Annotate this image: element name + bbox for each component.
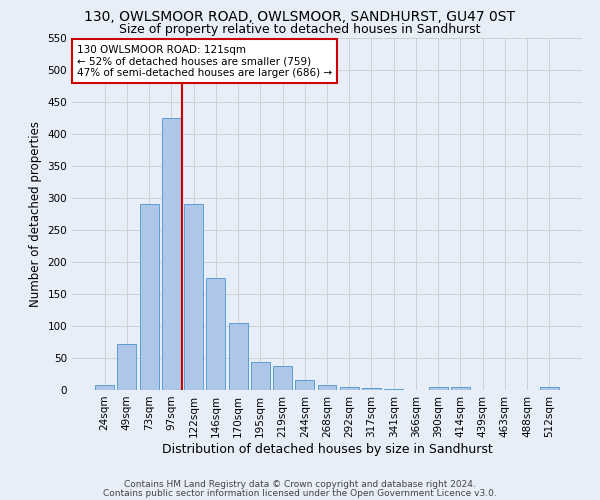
Bar [540, 388, 559, 390]
Bar [273, 366, 292, 390]
Bar [317, 385, 337, 390]
Text: 130, OWLSMOOR ROAD, OWLSMOOR, SANDHURST, GU47 0ST: 130, OWLSMOOR ROAD, OWLSMOOR, SANDHURST,… [85, 10, 515, 24]
Text: Contains public sector information licensed under the Open Government Licence v3: Contains public sector information licen… [103, 488, 497, 498]
Y-axis label: Number of detached properties: Number of detached properties [29, 120, 42, 306]
Bar [184, 204, 203, 390]
Text: Contains HM Land Registry data © Crown copyright and database right 2024.: Contains HM Land Registry data © Crown c… [124, 480, 476, 489]
Bar [251, 362, 270, 390]
Bar [295, 380, 314, 390]
Text: Size of property relative to detached houses in Sandhurst: Size of property relative to detached ho… [119, 22, 481, 36]
Bar [429, 388, 448, 390]
Bar [384, 388, 403, 390]
Bar [95, 385, 114, 390]
Text: 130 OWLSMOOR ROAD: 121sqm
← 52% of detached houses are smaller (759)
47% of semi: 130 OWLSMOOR ROAD: 121sqm ← 52% of detac… [77, 44, 332, 78]
Bar [229, 322, 248, 390]
Bar [362, 388, 381, 390]
Bar [206, 278, 225, 390]
Bar [451, 388, 470, 390]
X-axis label: Distribution of detached houses by size in Sandhurst: Distribution of detached houses by size … [161, 442, 493, 456]
Bar [162, 118, 181, 390]
Bar [140, 204, 158, 390]
Bar [340, 387, 359, 390]
Bar [118, 344, 136, 390]
